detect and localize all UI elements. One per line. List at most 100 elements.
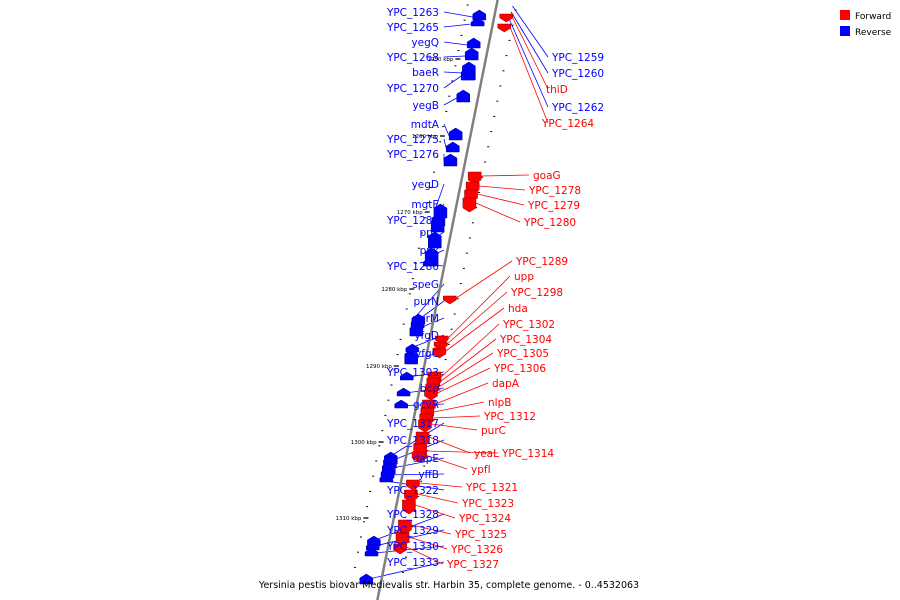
reverse-gene-glyph: [443, 153, 458, 167]
reverse-gene-glyph: [466, 37, 481, 49]
leader-line-ypc-1305: [438, 352, 494, 388]
gene-label-mdta: mdtA: [411, 119, 440, 131]
gene-label-ypc-1321: YPC_1321: [465, 482, 518, 494]
kbp-marker: 1310 kbp: [336, 516, 362, 522]
leader-line-ypc-1304: [439, 338, 497, 383]
leader-line-ypc-1326: [408, 536, 448, 550]
legend: Forward Reverse: [840, 10, 892, 38]
leader-line-ypc-1278: [479, 185, 526, 191]
gene-label-ypc-1280: YPC_1280: [523, 217, 576, 229]
gene-label-ypc-1289: YPC_1289: [515, 256, 568, 268]
gene-label-ypc-1330: YPC_1330: [386, 541, 439, 553]
legend-swatch-forward: [840, 10, 850, 20]
gene-label-ypc-1333: YPC_1333: [386, 557, 439, 569]
forward-gene-glyph: [432, 347, 447, 359]
gene-label-ypfi: ypfI: [471, 464, 491, 476]
gene-label-ypc-1264: YPC_1264: [541, 118, 594, 130]
leader-line-ypc-1268: [443, 55, 466, 58]
gene-label-ypc-1317: YPC_1317: [386, 418, 439, 430]
leader-line-ypc-1325: [411, 524, 452, 535]
forward-gene-glyph: [418, 419, 432, 433]
leader-line-ypc-1279: [477, 193, 525, 206]
forward-gene-glyph: [424, 389, 438, 401]
leader-line-ypc-1321: [419, 482, 463, 488]
gene-label-ypc-1286: YPC_1286: [386, 261, 439, 273]
gene-label-ypc-1260: YPC_1260: [551, 68, 604, 80]
gene-label-dapa: dapA: [492, 378, 520, 390]
gene-label-ypc-1327: YPC_1327: [446, 559, 499, 571]
legend-item-reverse: Reverse: [840, 26, 892, 38]
gene-label-ypc-1298: YPC_1298: [510, 287, 563, 299]
gene-label-hda: hda: [508, 303, 528, 315]
gene-label-ypc-1326: YPC_1326: [450, 544, 503, 556]
leader-line-ypc-1280: [475, 202, 521, 223]
gene-label-ypc-1302: YPC_1302: [502, 319, 555, 331]
gene-label-ypc-1268: YPC_1268: [386, 52, 439, 64]
gene-label-ypc-1324: YPC_1324: [458, 513, 511, 525]
leader-line-ypc-1298: [446, 291, 508, 345]
gene-label-ypc-1318: YPC_1318: [386, 435, 439, 447]
kbp-marker: 1260 kbp: [412, 134, 438, 140]
forward-gene-glyph: [402, 499, 416, 515]
gene-label-bcp: bcp: [420, 383, 439, 395]
gene-label-upp: upp: [514, 271, 534, 283]
gene-label-gcvr: gcvR: [413, 399, 439, 411]
gene-label-ypc-1279: YPC_1279: [527, 200, 580, 212]
leader-line-ypc-1264: [508, 23, 549, 124]
gene-label-ypc-1328: YPC_1328: [386, 509, 439, 521]
reverse-gene-glyph: [470, 17, 485, 27]
gene-label-yegq: yegQ: [411, 37, 439, 49]
gene-label-ypc-1263: YPC_1263: [386, 7, 439, 19]
leader-line-hda: [445, 307, 505, 352]
legend-label-forward: Forward: [855, 12, 891, 22]
leader-line-goag: [481, 174, 530, 177]
reverse-gene-glyph: [464, 47, 479, 61]
genome-caption: Yersinia pestis biovar Medievalis str. H…: [258, 580, 639, 591]
kbp-markers: 1250 kbp 1260 kbp 1270 kbp 1280 kbp 1290 kbp…: [336, 57, 461, 522]
gene-label-ypc-1304: YPC_1304: [499, 334, 552, 346]
forward-gene-glyph: [406, 479, 420, 491]
reverse-gene-glyph: [446, 141, 460, 153]
kbp-marker: 1300 kbp: [351, 440, 377, 446]
leader-line-ypc-1263: [443, 11, 473, 18]
gene-label-ypc-1306: YPC_1306: [493, 363, 546, 375]
leader-line-ypc-1323: [417, 493, 459, 504]
reverse-gene-glyph: [365, 541, 380, 551]
gene-label-ypc-1325: YPC_1325: [454, 529, 507, 541]
leader-line-mdta: [443, 123, 450, 137]
leader-line-ypc-1324: [415, 504, 456, 519]
gene-label-goag: goaG: [533, 170, 561, 182]
reverse-gene-glyph: [422, 257, 437, 267]
reverse-gene-glyph: [379, 473, 394, 483]
gene-labels: YPC_1263 YPC_1265 yegQ YPC_1268 baeR YPC_1270…: [386, 7, 604, 571]
reverse-gene-glyph: [428, 231, 442, 249]
reverse-gene-glyph: [404, 349, 418, 365]
leader-line-ypfi: [424, 454, 468, 470]
leader-line-ypc-1289: [456, 260, 513, 299]
forward-gene-glyph: [462, 197, 477, 213]
forward-gene-glyph: [499, 13, 514, 23]
gene-label-ypc-1314: YPC_1314: [501, 448, 554, 460]
gene-label-dape: dapE: [413, 453, 439, 465]
gene-label-ypc-1276: YPC_1276: [386, 149, 439, 161]
gene-label-mgte: mgtE: [411, 199, 439, 211]
leader-line-nlpb: [433, 401, 485, 413]
gene-label-ypc-1312: YPC_1312: [483, 411, 536, 423]
reverse-gene-glyph: [430, 217, 445, 233]
gene-label-nlpb: nlpB: [488, 397, 511, 409]
reverse-gene-glyph: [409, 323, 424, 337]
reverse-gene-glyph: [394, 399, 408, 409]
reverse-gene-glyph: [472, 9, 487, 21]
reverse-gene-glyph: [448, 127, 463, 141]
leader-line-ypc-1260: [510, 11, 549, 74]
leader-line-ypc-1259: [512, 5, 549, 58]
gene-label-purm: purM: [412, 313, 439, 325]
gene-label-speg: speG: [412, 279, 439, 291]
leader-line-upp: [448, 275, 511, 339]
kbp-marker: 1270 kbp: [397, 210, 423, 216]
leader-line-ypc-1265: [443, 23, 472, 28]
reverse-gene-glyph: [405, 343, 420, 353]
gene-label-yegb: yegB: [412, 100, 439, 112]
gene-label-ypc-1270: YPC_1270: [386, 83, 439, 95]
gene-label-ypc-1262: YPC_1262: [551, 102, 604, 114]
